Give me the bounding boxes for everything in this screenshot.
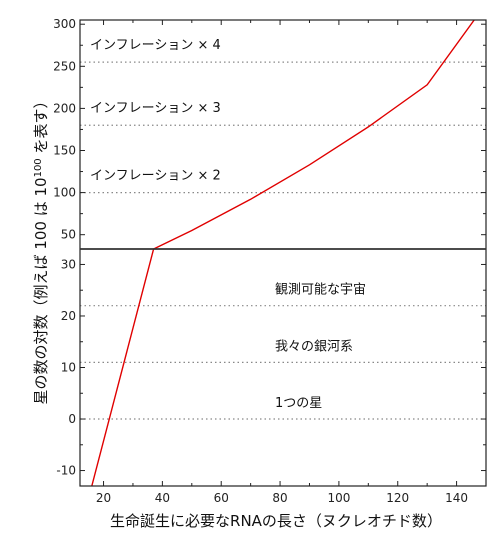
y-tick-label: 100 <box>53 186 76 200</box>
y-tick-label: 30 <box>61 257 76 271</box>
x-tick-label: 120 <box>386 491 409 505</box>
reference-lines <box>80 61 486 420</box>
y-tick-label: 300 <box>53 17 76 31</box>
y-tick-label: 0 <box>68 412 76 426</box>
reference-line-label: インフレーション × 2 <box>90 169 221 184</box>
y-axis-label: 星の数の対数（例えば 100 は 10100 を表す） <box>32 94 50 405</box>
y-tick-label: 200 <box>53 101 76 115</box>
x-tick-label: 80 <box>272 491 287 505</box>
x-tick-label: 60 <box>214 491 229 505</box>
x-tick-label: 100 <box>327 491 350 505</box>
x-tick-label: 140 <box>445 491 468 505</box>
reference-line-label: 1つの星 <box>275 396 322 411</box>
reference-line-label: インフレーション × 4 <box>90 38 221 53</box>
axes <box>79 19 487 487</box>
x-tick-label: 40 <box>155 491 170 505</box>
x-axis-label: 生命誕生に必要なRNAの長さ（ヌクレオチド数） <box>110 512 442 530</box>
y-axis-label-main: 星の数の対数（例えば 100 は 10 <box>32 177 50 404</box>
reference-line-label: 観測可能な宇宙 <box>275 283 366 298</box>
text-labels: インフレーション × 2 インフレーション × 3 インフレーション × 4 50 10… <box>53 17 468 505</box>
data-line <box>153 20 475 249</box>
y-tick-label: 250 <box>53 59 76 73</box>
y-tick-label: 10 <box>61 361 76 375</box>
x-tick-label: 20 <box>96 491 111 505</box>
data-line <box>91 249 155 486</box>
data-series <box>91 20 475 486</box>
y-tick-label: 50 <box>61 228 76 242</box>
y-tick-label: 20 <box>61 309 76 323</box>
plot-frame <box>79 19 487 487</box>
reference-line-label: インフレーション × 3 <box>90 101 221 116</box>
y-axis-label-end: を表す） <box>32 94 50 159</box>
reference-line-label: 我々の銀河系 <box>275 339 353 354</box>
y-tick-label: -10 <box>56 464 76 478</box>
y-axis-label-sup: 100 <box>33 158 44 177</box>
y-tick-label: 150 <box>53 143 76 157</box>
